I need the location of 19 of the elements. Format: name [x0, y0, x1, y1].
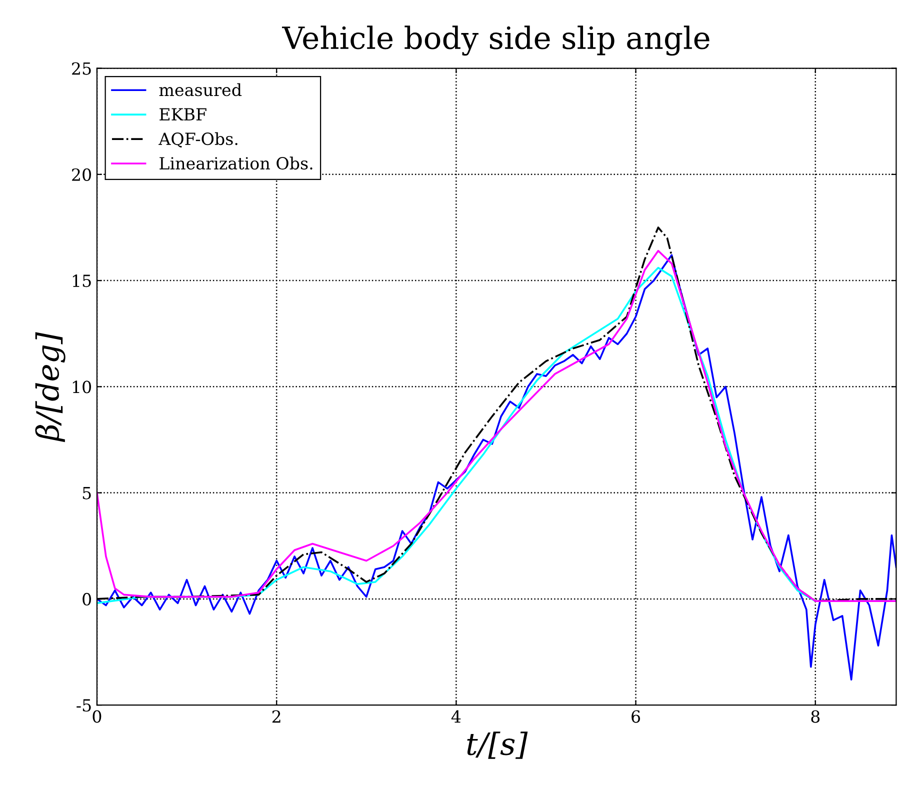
y-axis-title: β/[deg]	[35, 332, 66, 442]
y-tick-label: 20	[72, 168, 92, 181]
legend-label: AQF-Obs.	[158, 132, 238, 148]
y-tick-label: 10	[72, 380, 92, 394]
y-tick-label: 25	[72, 62, 91, 75]
x-tick-label: 0	[92, 710, 102, 723]
y-tick-label: 5	[82, 486, 91, 500]
y-tick-label: 15	[72, 274, 91, 288]
y-tick-label: -5	[76, 699, 91, 712]
legend-label: Linearization Obs.	[160, 156, 312, 170]
y-tick-label: 0	[82, 592, 92, 606]
x-axis-title: t/[s]	[467, 732, 528, 759]
chart-title: Vehicle body side slip angle	[282, 26, 710, 56]
legend-label: EKBF	[160, 108, 206, 120]
x-tick-label: 4	[451, 710, 461, 723]
x-tick-label: 6	[632, 710, 640, 723]
legend-label: measured	[159, 83, 242, 96]
x-tick-label: 2	[272, 710, 280, 723]
x-tick-label: 8	[811, 710, 820, 723]
